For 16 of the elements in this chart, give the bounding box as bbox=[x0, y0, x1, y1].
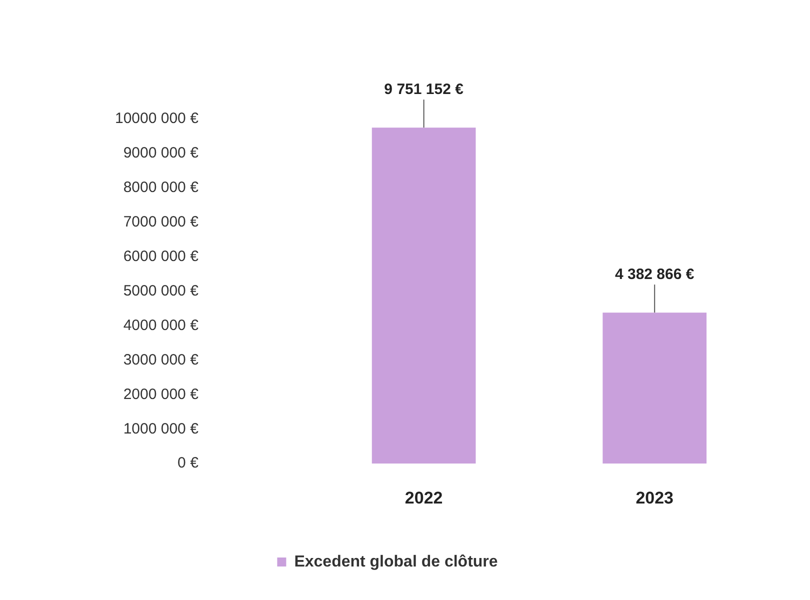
y-tick-label: 6000 000 € bbox=[123, 248, 200, 265]
y-tick-label: 5000 000 € bbox=[123, 282, 200, 300]
data-label: 4 382 866 € bbox=[614, 266, 695, 284]
legend-label: Excedent global de clôture bbox=[294, 553, 498, 570]
y-tick-label: 4000 000 € bbox=[123, 316, 200, 334]
y-tick-label: 3000 000 € bbox=[123, 351, 200, 368]
y-tick-label: 8000 000 € bbox=[123, 179, 200, 196]
y-tick-label: 10000 000 € bbox=[114, 110, 200, 128]
y-tick-label: 2000 000 € bbox=[123, 386, 200, 403]
y-tick-label: 1000 000 € bbox=[123, 420, 200, 438]
x-tick-label: 2023 bbox=[636, 488, 674, 508]
x-tick-label: 2022 bbox=[404, 488, 443, 508]
y-tick-label: 7000 000 € bbox=[123, 214, 200, 231]
y-tick-label: 9000 000 € bbox=[123, 144, 200, 162]
data-label: 9 751 152 € bbox=[384, 81, 464, 98]
y-tick-label: 0 € bbox=[178, 454, 200, 472]
